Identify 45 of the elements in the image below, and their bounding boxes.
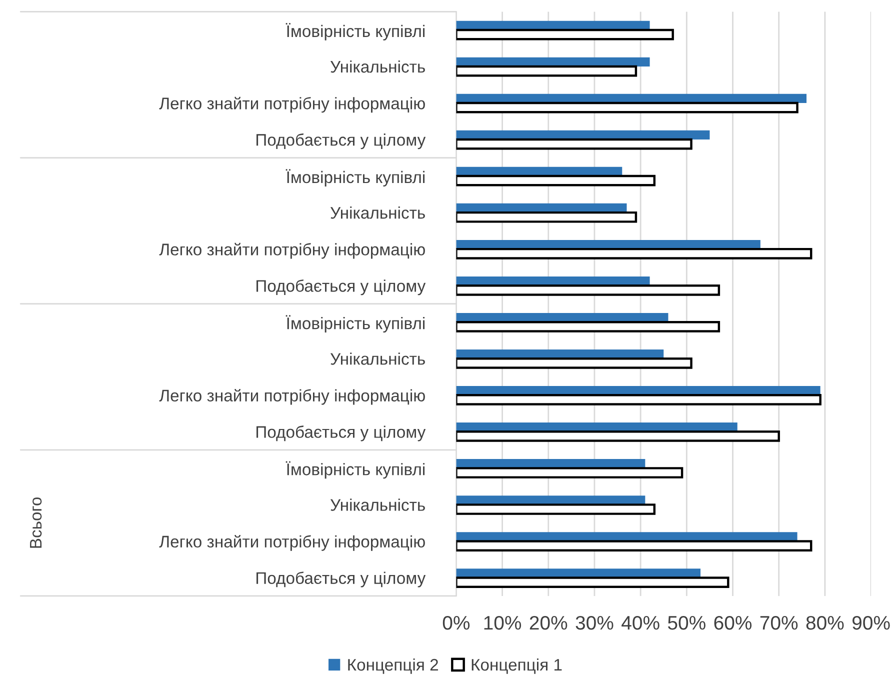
y-tick-label: Подобається у цілому bbox=[256, 572, 426, 588]
x-tick-label: 30% bbox=[576, 616, 614, 630]
y-tick-label: Їмовірність купівлі bbox=[286, 169, 425, 186]
y-tick-label: Їмовірність купівлі bbox=[286, 23, 425, 40]
y-tick-label: Унікальність bbox=[330, 498, 425, 511]
y-tick-label: Їмовірність купівлі bbox=[286, 461, 425, 479]
bar bbox=[456, 28, 674, 40]
x-tick-label: 90% bbox=[852, 616, 890, 630]
x-tick-label: 0% bbox=[442, 616, 470, 630]
x-tick-label: 10% bbox=[484, 616, 522, 630]
bar bbox=[456, 248, 812, 260]
y-tick-label: Легко знайти потрібну інформацію bbox=[159, 242, 425, 259]
bar bbox=[456, 102, 798, 114]
x-tick-label: 80% bbox=[806, 616, 844, 630]
legend-label: Концепція 1 bbox=[472, 658, 562, 674]
y-tick-label: Подобається у цілому bbox=[256, 133, 426, 150]
bar bbox=[456, 138, 692, 150]
y-tick-label: Унікальність bbox=[330, 206, 425, 219]
bar bbox=[456, 174, 656, 186]
bar bbox=[456, 358, 692, 369]
bar bbox=[456, 211, 638, 223]
x-tick-label: 50% bbox=[668, 616, 706, 630]
y-tick-label: Легко знайти потрібну інформацію bbox=[159, 96, 425, 113]
y-tick-label: Легко знайти потрібну інформацію bbox=[159, 388, 425, 405]
y-tick-label: Легко знайти потрібну інформацію bbox=[159, 535, 425, 551]
bar bbox=[456, 65, 638, 77]
bar bbox=[456, 504, 656, 515]
text: Всього bbox=[30, 497, 42, 548]
y-tick-label: Унікальність bbox=[330, 352, 425, 365]
bar bbox=[456, 284, 720, 296]
x-tick-label: 70% bbox=[760, 616, 798, 630]
bar bbox=[456, 321, 720, 332]
y-tick-label: Подобається у цілому bbox=[256, 279, 426, 296]
legend-label: Концепція 2 bbox=[348, 658, 438, 674]
bar bbox=[456, 394, 822, 406]
y-tick-label: Унікальність bbox=[330, 60, 425, 73]
bar bbox=[456, 576, 730, 588]
y-tick-label: Подобається у цілому bbox=[256, 426, 426, 442]
bar bbox=[456, 540, 812, 552]
bar bbox=[456, 430, 780, 442]
bar bbox=[456, 467, 684, 478]
x-tick-label: 60% bbox=[714, 616, 752, 630]
x-tick-label: 20% bbox=[530, 616, 568, 630]
x-tick-label: 40% bbox=[622, 616, 660, 630]
y-tick-label: Їмовірність купівлі bbox=[286, 315, 425, 333]
